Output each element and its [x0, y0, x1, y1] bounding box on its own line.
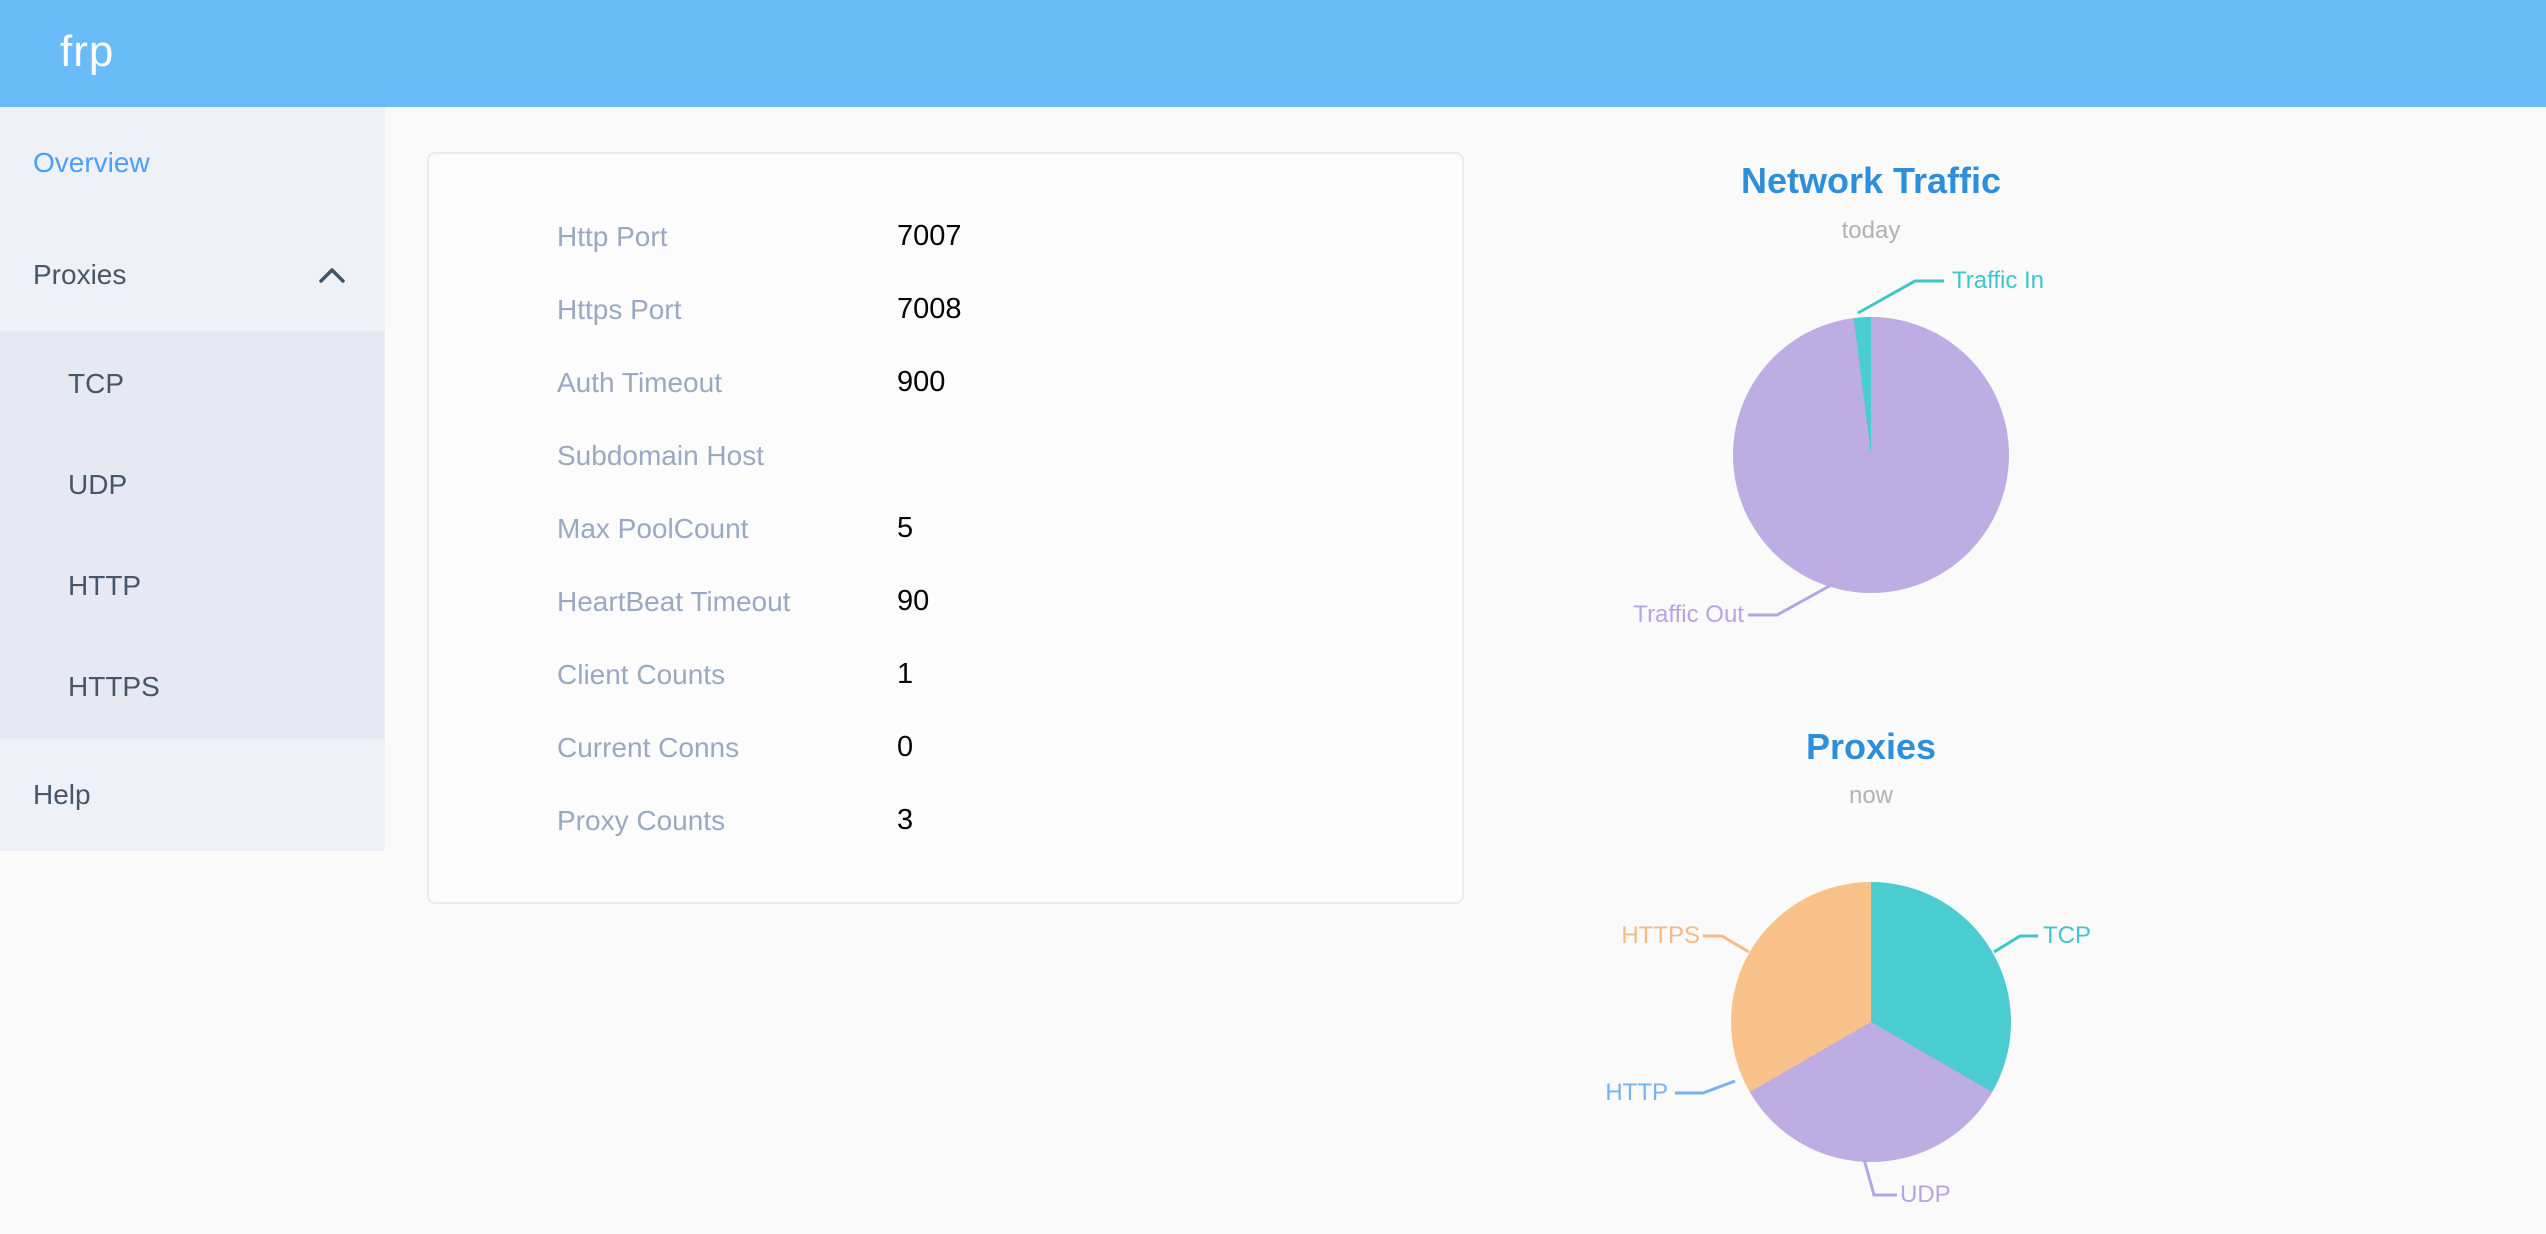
info-row: Http Port 7007: [429, 200, 1462, 273]
info-value: 7007: [897, 220, 962, 252]
info-label: Current Conns: [557, 731, 740, 763]
sidebar-item-https[interactable]: HTTPS: [0, 636, 385, 737]
sidebar-item-tcp[interactable]: TCP: [0, 333, 385, 434]
info-value: 7008: [897, 293, 962, 325]
chart-subtitle-today: today: [1841, 217, 1901, 244]
sidebar-item-label: Proxies: [33, 259, 127, 290]
leader-http: [1675, 1079, 1736, 1095]
leader-udp: [1862, 1158, 1897, 1197]
info-label: Https Port: [557, 293, 682, 325]
sidebar-item-http[interactable]: HTTP: [0, 535, 385, 636]
info-row: Https Port 7008: [429, 273, 1462, 346]
info-value: 1: [897, 658, 914, 690]
leader-traffic-out: [1748, 582, 1834, 617]
sidebar-item-udp[interactable]: UDP: [0, 434, 385, 535]
info-value: 900: [897, 366, 946, 398]
leader-traffic-in: [1857, 279, 1944, 315]
sidebar-item-label: Overview: [33, 147, 150, 178]
proxies-pie[interactable]: [1731, 882, 2011, 1162]
pie-label-tcp: TCP: [2043, 922, 2091, 949]
info-row: Max PoolCount 5: [429, 492, 1462, 565]
leader-https: [1703, 934, 1750, 954]
info-label: Http Port: [557, 220, 668, 252]
chart-subtitle-now: now: [1848, 782, 1894, 809]
server-info-rows: Http Port 7007 Https Port 7008 Auth Timeout 9…: [429, 200, 1462, 857]
info-row: HeartBeat Timeout 90: [429, 565, 1462, 638]
info-row: Client Counts 1: [429, 638, 1462, 711]
leader-tcp: [1993, 934, 2038, 954]
sidebar-item-label: HTTPS: [68, 670, 160, 702]
info-row: Subdomain Host: [429, 419, 1462, 492]
info-value: 5: [897, 512, 914, 544]
app-header: frp: [0, 0, 2546, 107]
sidebar-item-label: UDP: [68, 468, 128, 500]
sidebar-item-overview[interactable]: Overview: [0, 107, 385, 219]
pie-label-udp: UDP: [1900, 1181, 1951, 1208]
info-row: Auth Timeout 900: [429, 346, 1462, 419]
info-value: 3: [897, 804, 914, 836]
info-value: 90: [897, 585, 930, 617]
app-logo: frp: [60, 26, 115, 76]
pie-label-traffic-in: Traffic In: [1952, 267, 2045, 294]
server-info-card: Http Port 7007 Https Port 7008 Auth Timeout 9…: [427, 152, 1464, 904]
sidebar: Overview Proxies TCP UDP HTTP HTTPS Help: [0, 107, 385, 851]
sidebar-item-help[interactable]: Help: [0, 739, 385, 851]
chevron-up-icon: [319, 268, 345, 283]
info-row: Current Conns 0: [429, 711, 1462, 784]
pie-label-http: HTTP: [1605, 1079, 1668, 1106]
sidebar-item-label: HTTP: [68, 569, 142, 601]
pie-label-https: HTTPS: [1621, 922, 1700, 949]
info-value: 0: [897, 731, 914, 763]
info-label: Max PoolCount: [557, 512, 749, 544]
sidebar-item-proxies[interactable]: Proxies: [0, 219, 385, 331]
info-label: Client Counts: [557, 658, 726, 690]
info-label: Auth Timeout: [557, 366, 722, 398]
pie-label-traffic-out: Traffic Out: [1633, 601, 1744, 628]
sidebar-item-label: Help: [33, 779, 91, 810]
sidebar-item-label: TCP: [68, 367, 124, 399]
info-label: HeartBeat Timeout: [557, 585, 791, 617]
chart-title-network-traffic: Network Traffic: [1740, 160, 2002, 201]
info-label: Proxy Counts: [557, 804, 726, 836]
network-traffic-pie[interactable]: [1733, 317, 2009, 593]
chart-title-proxies: Proxies: [1805, 726, 1937, 767]
info-label: Subdomain Host: [557, 439, 765, 471]
sidebar-submenu: TCP UDP HTTP HTTPS: [0, 331, 385, 739]
info-row: Proxy Counts 3: [429, 784, 1462, 857]
